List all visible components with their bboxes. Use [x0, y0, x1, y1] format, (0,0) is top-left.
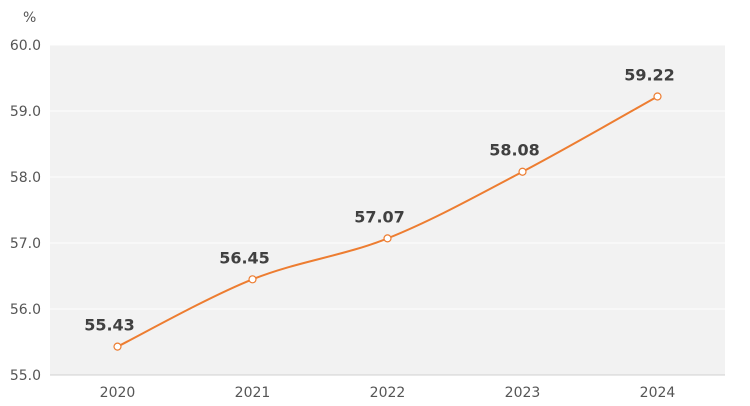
y-tick-label: 58.0 [10, 170, 41, 186]
x-tick-label: 2022 [370, 385, 406, 401]
x-tick-label: 2021 [235, 385, 271, 401]
data-label: 59.22 [624, 65, 675, 84]
x-tick-label: 2024 [640, 385, 676, 401]
y-tick-label: 60.0 [10, 38, 41, 54]
data-point [248, 275, 257, 284]
data-point [518, 167, 527, 176]
data-label: 58.08 [489, 141, 540, 160]
x-tick-label: 2023 [505, 385, 541, 401]
data-points [113, 92, 662, 351]
data-label: 57.07 [354, 207, 405, 226]
x-tick-label: 2020 [100, 385, 136, 401]
x-axis-ticks: 2020 2021 2022 2023 2024 [100, 385, 676, 401]
data-labels: 55.43 56.45 57.07 58.08 59.22 [84, 65, 675, 334]
data-point [383, 234, 392, 243]
y-tick-label: 56.0 [10, 302, 41, 318]
y-tick-label: 57.0 [10, 236, 41, 252]
y-axis-ticks: 55.0 56.0 57.0 58.0 59.0 60.0 [10, 38, 41, 384]
data-label: 56.45 [219, 248, 270, 267]
y-tick-label: 59.0 [10, 104, 41, 120]
data-point [653, 92, 662, 101]
data-point [113, 342, 122, 351]
y-axis-unit-label: % [23, 10, 36, 26]
plot-background [50, 45, 725, 375]
gridlines [50, 44, 725, 310]
y-tick-label: 55.0 [10, 368, 41, 384]
data-label: 55.43 [84, 316, 135, 335]
